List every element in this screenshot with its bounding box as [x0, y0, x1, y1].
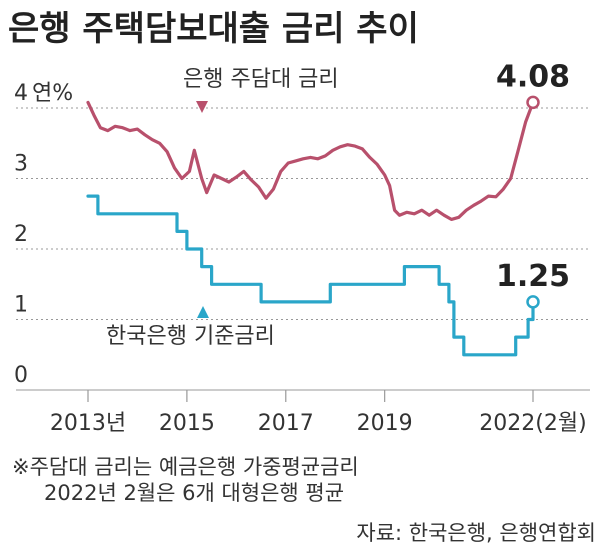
y-tick-label-0: 0 [14, 363, 28, 388]
series-pointer-mortgage [196, 101, 208, 113]
footnote-line-1: ※주담대 금리는 예금은행 가중평균금리 [12, 455, 359, 479]
end-value-label-mortgage: 4.08 [496, 59, 570, 94]
x-tick-label-4: 2022(2월) [479, 411, 586, 436]
series-label-base: 한국은행 기준금리 [106, 324, 275, 349]
y-axis: 0 1 2 3 4 연% [14, 81, 73, 388]
series-line-base [86, 194, 535, 357]
series-pointer-base [197, 306, 209, 318]
chart-title: 은행 주택담보대출 금리 추이 [8, 9, 419, 49]
end-marker-base [526, 295, 540, 309]
y-tick-label-2: 2 [14, 222, 28, 247]
y-tick-label-4: 4 [14, 81, 28, 106]
gridlines [16, 107, 590, 391]
end-value-label-base: 1.25 [496, 259, 570, 294]
x-tick-label-0: 2013년 [50, 411, 126, 436]
series-line-mortgage [86, 100, 535, 221]
y-tick-label-1: 1 [14, 293, 28, 318]
series-label-mortgage: 은행 주담대 금리 [183, 67, 339, 92]
end-marker-mortgage [526, 95, 540, 110]
series-lines [86, 95, 540, 357]
x-tick-label-1: 2015 [159, 411, 215, 436]
x-tick-label-2: 2017 [258, 411, 314, 436]
x-axis: 2013년 2015 2017 2019 2022(2월) [50, 390, 587, 436]
y-tick-label-3: 3 [14, 152, 28, 177]
footnote-line-2: 2022년 2월은 6개 대형은행 평균 [44, 481, 344, 505]
x-tick-label-3: 2019 [357, 411, 413, 436]
y-unit-label: 연% [32, 81, 73, 106]
source-note: 자료: 한국은행, 은행연합회 [356, 521, 596, 545]
